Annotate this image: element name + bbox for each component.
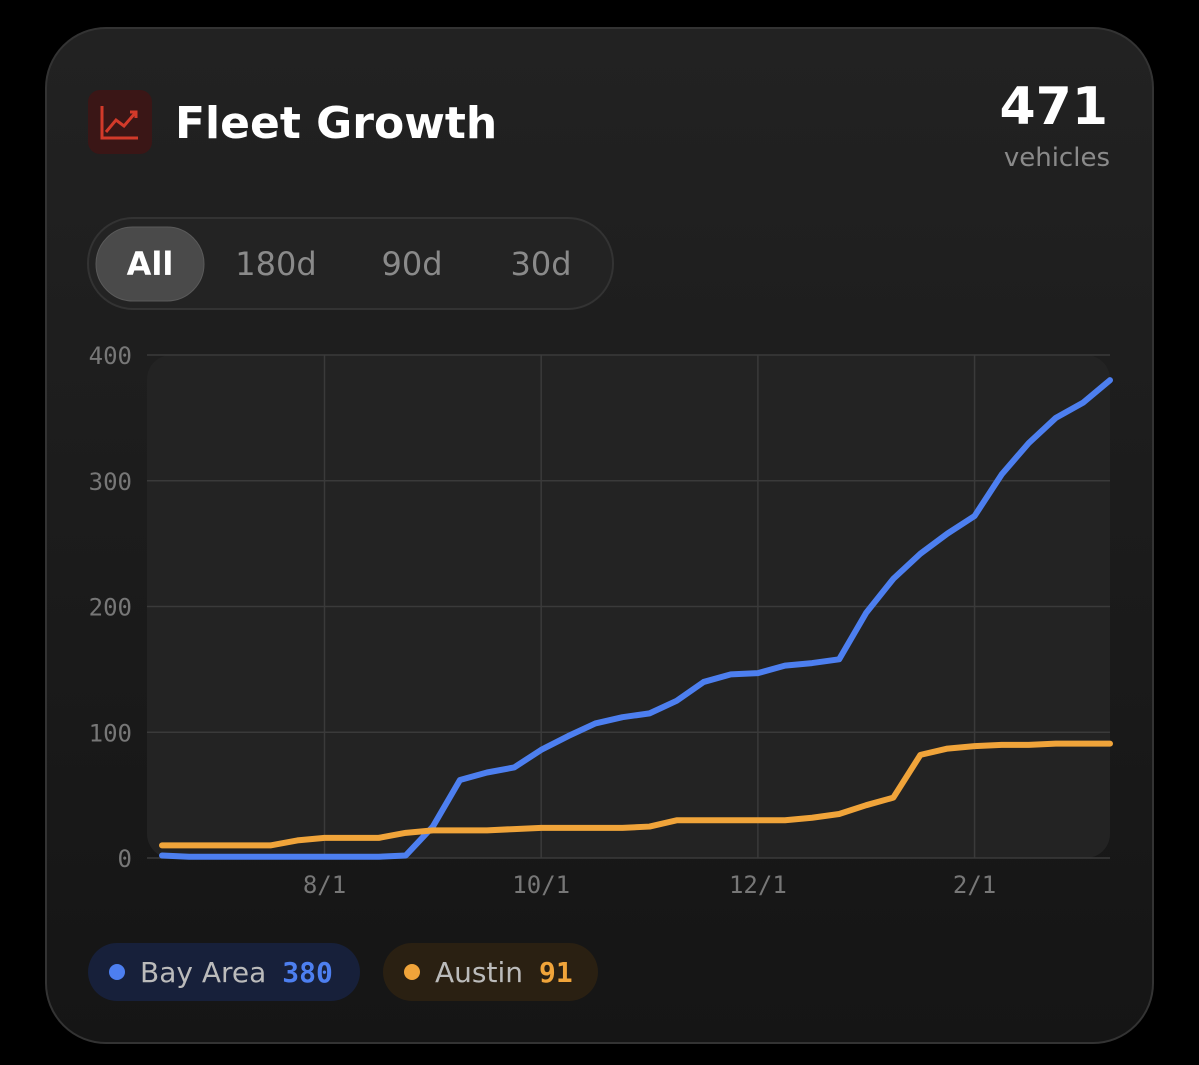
x-tick-label: 2/1 xyxy=(953,871,996,899)
legend-pill xyxy=(88,943,360,1001)
x-tick-label: 10/1 xyxy=(512,871,570,899)
y-tick-label: 200 xyxy=(89,594,132,622)
total: 471 xyxy=(999,77,1108,137)
legend-value: 91 xyxy=(539,956,573,989)
legend-pill xyxy=(383,943,598,1001)
tab[interactable]: 180d xyxy=(235,245,316,283)
chart-icon xyxy=(100,106,138,140)
title: Fleet Growth xyxy=(175,98,497,149)
tab-bar xyxy=(87,217,614,310)
y-tick-label: 0 xyxy=(118,845,132,873)
x-tick-label: 8/1 xyxy=(303,871,346,899)
legend-name: Austin xyxy=(435,956,523,989)
legend-value: 380 xyxy=(282,956,333,989)
y-tick-label: 300 xyxy=(89,468,132,496)
legend-name: Bay Area xyxy=(140,956,266,989)
tab-active[interactable] xyxy=(95,226,205,302)
tab[interactable]: 30d xyxy=(510,245,571,283)
legend-dot xyxy=(404,964,420,980)
series-line xyxy=(159,377,1113,860)
tab[interactable]: 90d xyxy=(381,245,442,283)
legend-dot xyxy=(109,964,125,980)
x-tick-label: 12/1 xyxy=(729,871,787,899)
y-tick-label: 400 xyxy=(89,342,132,370)
total-unit: vehicles xyxy=(1004,143,1110,173)
tab[interactable]: All xyxy=(127,245,174,283)
y-tick-label: 100 xyxy=(89,719,132,747)
series-line xyxy=(159,740,1113,849)
